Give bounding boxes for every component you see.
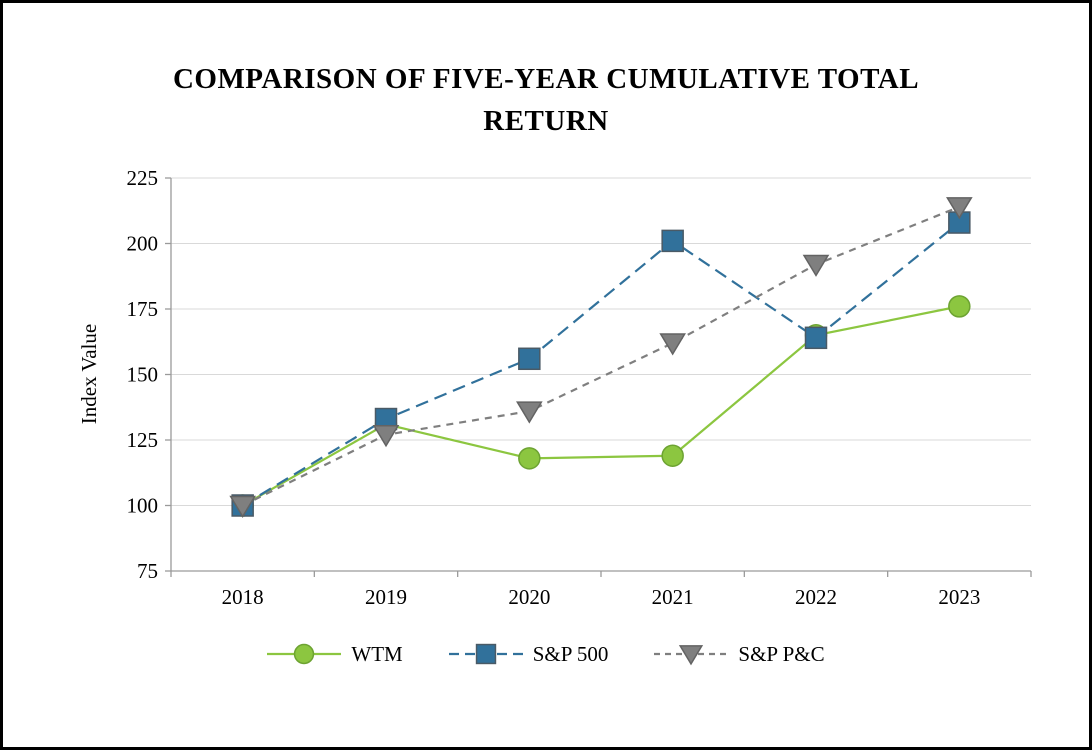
svg-text:75: 75 [137,559,158,583]
legend-label: S&P P&C [738,641,825,666]
triangle-down-swatch-icon [654,645,729,666]
svg-text:175: 175 [127,297,159,321]
legend-item-wtm: WTM [267,641,403,667]
legend-item-s-p-500: S&P 500 [448,641,609,667]
legend-label: WTM [351,641,403,666]
legend-item-s-p-p-c: S&P P&C [654,641,825,667]
legend-label: S&P 500 [532,641,609,666]
svg-text:150: 150 [127,363,159,387]
svg-text:200: 200 [127,232,159,256]
svg-text:2018: 2018 [222,585,264,609]
svg-text:2022: 2022 [795,585,837,609]
square-swatch-icon [448,643,523,665]
chart-title-line1: COMPARISON OF FIVE-YEAR CUMULATIVE TOTAL [172,63,920,95]
svg-text:2020: 2020 [508,585,550,609]
svg-text:2019: 2019 [365,585,407,609]
svg-text:225: 225 [127,166,159,190]
chart-title-line2: RETURN [483,105,609,138]
chart-title: COMPARISON OF FIVE-YEAR CUMULATIVE TOTAL… [3,58,1089,142]
line-chart: 75 100 125 150 175 200 225 2018 2019 2020 2021 2022… [127,166,1032,609]
svg-text:2023: 2023 [938,585,980,609]
svg-text:2021: 2021 [652,585,694,609]
circle-swatch-icon [267,643,342,665]
chart-legend: WTM S&P 500 S&P P&C [3,641,1089,667]
svg-text:100: 100 [127,494,159,518]
svg-text:125: 125 [127,428,159,452]
plot-area: 75 100 125 150 175 200 225 2018 2019 2020 2021 2022… [63,153,1073,628]
